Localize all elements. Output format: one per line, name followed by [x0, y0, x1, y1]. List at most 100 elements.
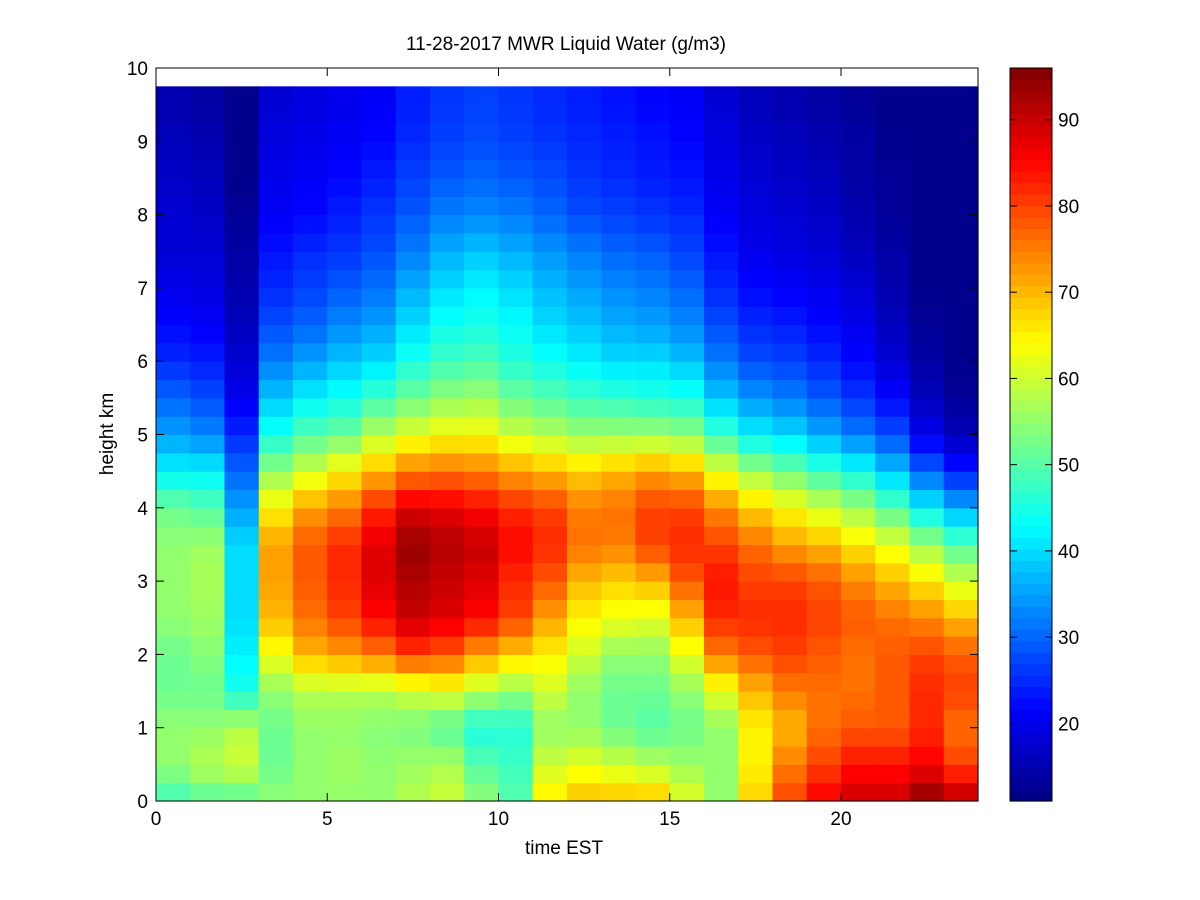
heatmap-cell — [669, 434, 705, 454]
heatmap-cell — [909, 196, 945, 216]
x-tick-label: 15 — [659, 809, 680, 830]
heatmap-cell — [430, 397, 465, 417]
heatmap-cell — [806, 654, 842, 674]
heatmap-cell — [909, 269, 945, 289]
heatmap-cell — [190, 452, 226, 472]
heatmap-cell — [841, 159, 876, 179]
heatmap-cell — [943, 251, 979, 271]
heatmap-cell — [601, 397, 637, 417]
heatmap-cell — [395, 379, 431, 399]
heatmap-cell — [293, 636, 328, 655]
heatmap-cell — [635, 452, 671, 472]
heatmap-cell — [293, 617, 328, 637]
heatmap-cell — [224, 104, 260, 124]
heatmap-cell — [806, 709, 842, 729]
heatmap-cell — [190, 746, 226, 765]
heatmap-cell — [464, 727, 500, 747]
heatmap-cell — [909, 507, 945, 527]
heatmap-cell — [361, 489, 397, 509]
heatmap-cell — [567, 636, 602, 655]
heatmap-cell — [806, 636, 842, 655]
heatmap-cell — [395, 746, 431, 765]
heatmap-cell — [327, 324, 363, 344]
heatmap-cell — [738, 709, 774, 729]
colorbar-segment — [1010, 228, 1052, 241]
heatmap-cell — [464, 361, 500, 381]
heatmap-cell — [806, 232, 842, 252]
heatmap-cell — [738, 269, 774, 289]
heatmap-cell — [258, 361, 294, 381]
heatmap-cell — [464, 562, 500, 582]
heatmap-cell — [293, 654, 328, 674]
heatmap-cell — [567, 782, 602, 802]
heatmap-cell — [635, 599, 671, 619]
heatmap-cell — [943, 672, 979, 692]
colorbar-segment — [1010, 732, 1052, 745]
heatmap-cell — [875, 287, 911, 307]
heatmap-cell — [361, 86, 397, 106]
heatmap-cell — [738, 214, 774, 234]
heatmap-cell — [498, 746, 534, 765]
heatmap-cell — [943, 196, 979, 216]
heatmap-cell — [395, 636, 431, 655]
heatmap-cell — [258, 544, 294, 564]
colorbar-segment — [1010, 319, 1052, 333]
heatmap-cell — [498, 562, 534, 582]
y-tick-label: 6 — [137, 352, 148, 373]
heatmap-cell — [224, 416, 260, 436]
heatmap-cell — [841, 672, 876, 692]
heatmap-cell — [909, 122, 945, 142]
heatmap-cell — [567, 177, 602, 197]
heatmap-cell — [190, 489, 226, 509]
heatmap-cell — [669, 379, 705, 399]
heatmap-cell — [601, 599, 637, 619]
heatmap-cell — [327, 764, 363, 784]
heatmap-cell — [532, 581, 568, 601]
heatmap-cell — [601, 617, 637, 637]
heatmap-cell — [532, 672, 568, 692]
heatmap-cell — [738, 86, 774, 106]
heatmap-cell — [258, 342, 294, 362]
heatmap-cell — [498, 251, 534, 271]
heatmap-cell — [567, 324, 602, 344]
heatmap-cell — [669, 86, 705, 106]
heatmap-cell — [395, 691, 431, 710]
heatmap-cell — [909, 361, 945, 381]
heatmap-cell — [327, 397, 363, 417]
heatmap-cell — [532, 452, 568, 472]
heatmap-cell — [258, 379, 294, 399]
heatmap-cell — [190, 416, 226, 436]
heatmap-cell — [806, 452, 842, 472]
heatmap-cell — [327, 709, 363, 729]
heatmap-cell — [430, 672, 465, 692]
heatmap-cell — [567, 214, 602, 234]
heatmap-cell — [327, 287, 363, 307]
heatmap-cell — [601, 691, 637, 710]
heatmap-cell — [430, 507, 465, 527]
heatmap-cell — [635, 269, 671, 289]
heatmap-cell — [464, 544, 500, 564]
heatmap-cell — [601, 342, 637, 362]
heatmap-cell — [498, 636, 534, 655]
heatmap-cell — [498, 86, 534, 106]
heatmap-cell — [601, 324, 637, 344]
heatmap-cell — [327, 122, 363, 142]
heatmap-cell — [841, 122, 876, 142]
heatmap-cell — [293, 526, 328, 546]
heatmap-cell — [498, 782, 534, 802]
heatmap-cell — [601, 782, 637, 802]
heatmap-cell — [806, 324, 842, 344]
heatmap-cell — [704, 617, 739, 637]
colorbar-segment — [1010, 560, 1052, 573]
x-tick-label: 5 — [322, 809, 333, 830]
heatmap-cell — [875, 526, 911, 546]
heatmap-cell — [875, 599, 911, 619]
heatmap-cell — [772, 416, 808, 436]
heatmap-cell — [327, 471, 363, 491]
heatmap-cell — [498, 269, 534, 289]
heatmap-cell — [190, 141, 226, 161]
heatmap-cell — [806, 122, 842, 142]
heatmap-cell — [190, 764, 226, 784]
heatmap-cell — [841, 452, 876, 472]
colorbar-segment — [1010, 331, 1052, 344]
